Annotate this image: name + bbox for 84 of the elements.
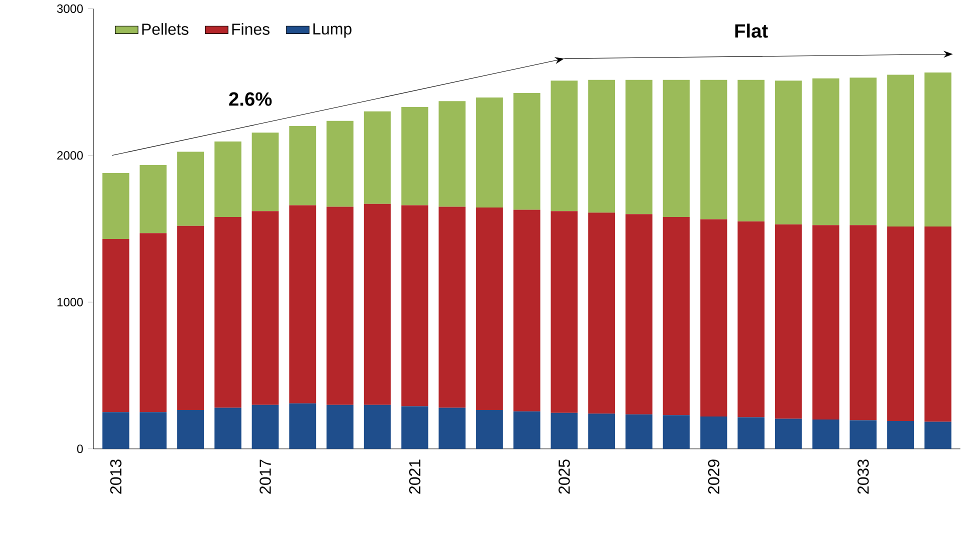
bar (662, 80, 690, 218)
bar (738, 80, 765, 222)
bar (513, 412, 540, 450)
bar (738, 222, 765, 418)
bar (326, 121, 354, 207)
bar (812, 225, 840, 420)
bar (887, 226, 914, 422)
bar (850, 225, 877, 420)
bar (438, 101, 466, 207)
bar (177, 226, 204, 410)
bar (700, 219, 728, 417)
bar (513, 210, 540, 412)
bar (700, 80, 728, 220)
bar (177, 410, 204, 450)
bar (588, 80, 616, 213)
x-tick-label: 2029 (708, 460, 720, 494)
bar (326, 206, 354, 406)
bar (626, 214, 652, 415)
bar (401, 406, 428, 450)
bar (252, 132, 279, 212)
bar (364, 112, 391, 204)
bar (738, 418, 765, 450)
bar (214, 142, 242, 218)
bar (438, 206, 466, 408)
bar (289, 404, 316, 450)
bar (513, 93, 540, 210)
legend-label: Pellets (142, 23, 188, 36)
bar (140, 233, 167, 412)
bar (550, 80, 578, 212)
bar (214, 408, 242, 450)
bar (401, 107, 428, 206)
bar (102, 173, 130, 240)
bar (476, 208, 503, 410)
y-tick-label: 0 (77, 444, 83, 454)
bar (924, 72, 952, 227)
legend-label: Lump (313, 24, 352, 38)
bar (102, 412, 130, 450)
bar (774, 80, 802, 225)
bar (588, 414, 616, 450)
x-tick-label: 2021 (409, 460, 420, 494)
bar (812, 78, 840, 226)
bar (588, 212, 616, 414)
bar (438, 408, 466, 450)
bar (850, 78, 877, 226)
y-tick-label: 1000 (58, 298, 83, 307)
bar (289, 206, 316, 404)
bar (476, 410, 503, 450)
bar (326, 405, 354, 450)
bar (252, 211, 279, 406)
bar (550, 413, 578, 450)
bar (662, 415, 690, 450)
bar (550, 211, 578, 414)
legend-label: Fines (232, 23, 270, 36)
x-tick-label: 2013 (110, 460, 122, 494)
x-tick-label: 2017 (260, 460, 271, 494)
bar (924, 226, 952, 422)
bar (662, 217, 690, 416)
bar (774, 418, 802, 450)
bar (102, 239, 130, 412)
bar (140, 412, 167, 450)
bar (401, 206, 428, 407)
bar (700, 416, 728, 450)
bar (924, 422, 952, 450)
bar (140, 165, 167, 234)
annotation: Flat (735, 24, 768, 38)
bar (289, 126, 316, 206)
y-tick-label: 2000 (57, 151, 83, 160)
bar (626, 80, 652, 214)
bar (364, 405, 391, 450)
bar (812, 420, 840, 450)
bar (774, 224, 802, 419)
x-tick-label: 2025 (558, 460, 570, 494)
annotation: 2.6% (229, 92, 272, 106)
bar (177, 152, 204, 226)
bar (626, 414, 652, 450)
bar (887, 421, 914, 450)
x-tick-label: 2033 (858, 460, 869, 494)
bar (214, 217, 242, 408)
bar (850, 420, 877, 450)
bar (252, 405, 279, 450)
bar (364, 204, 391, 406)
y-tick-label: 3000 (57, 4, 83, 14)
bar (476, 98, 503, 208)
bar (887, 74, 914, 227)
